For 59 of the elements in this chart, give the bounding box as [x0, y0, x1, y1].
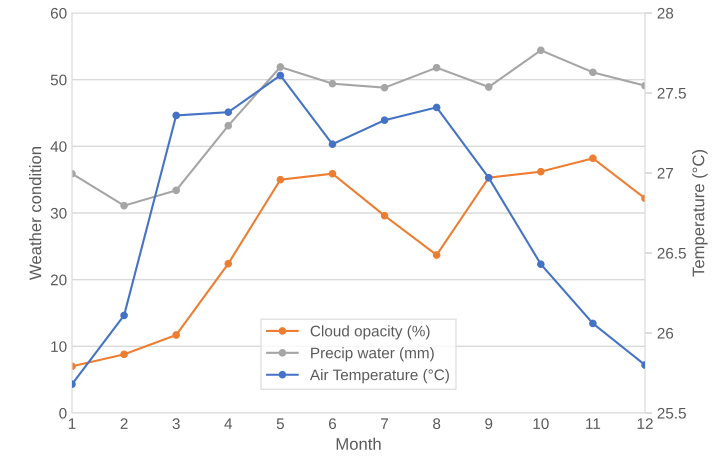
x-tick-label: 11 — [586, 418, 600, 429]
x-tick-label: 5 — [276, 418, 284, 430]
point — [537, 260, 545, 268]
y-tick-label: 0 — [59, 408, 67, 419]
y2-tick-label: 27.5 — [658, 88, 686, 99]
x-tick-label: 3 — [172, 418, 180, 430]
point — [432, 64, 440, 72]
point — [224, 108, 232, 116]
y-tick-label: 40 — [50, 141, 67, 152]
x-tick-label: 9 — [485, 418, 492, 430]
point — [172, 331, 180, 339]
legend-label: Cloud opacity (%) — [310, 325, 430, 340]
x-axis-title: Month — [336, 438, 381, 450]
point — [276, 72, 284, 80]
y-tick-label: 50 — [50, 74, 67, 86]
point — [328, 140, 336, 148]
x-tick-label: 10 — [533, 418, 549, 430]
y-tick-label: 30 — [50, 208, 67, 219]
y-tick-label: 60 — [50, 8, 67, 19]
y2-axis-title: Temperature (°C) — [692, 150, 708, 277]
y2-tick-label: 27 — [658, 168, 674, 179]
point — [380, 84, 388, 92]
y-axis-title: Weather condition — [29, 147, 42, 280]
point — [328, 170, 336, 178]
point — [276, 63, 284, 71]
point — [120, 312, 128, 320]
point — [380, 116, 388, 124]
point — [537, 46, 545, 54]
x-tick-label: 4 — [224, 418, 232, 429]
point — [432, 104, 440, 112]
point — [120, 350, 128, 358]
y2-tick-label: 26 — [658, 328, 674, 339]
point — [172, 112, 180, 120]
x-tick-label: 6 — [328, 418, 336, 430]
legend-label: Precip water (mm) — [311, 347, 434, 362]
x-tick-label: 1 — [68, 418, 76, 429]
point — [589, 154, 597, 162]
point — [537, 168, 545, 176]
point — [120, 202, 128, 210]
point — [224, 260, 232, 268]
x-tick-label: 8 — [433, 418, 440, 430]
y-tick-label: 10 — [51, 341, 67, 352]
point — [224, 122, 232, 130]
point — [484, 83, 493, 91]
x-tick-label: 7 — [381, 418, 388, 429]
point — [328, 80, 336, 88]
y2-tick-label: 25.5 — [658, 408, 686, 419]
point — [172, 186, 180, 194]
y2-tick-label: 28 — [658, 8, 674, 19]
x-tick-label: 12 — [638, 418, 653, 429]
y-tick-label: 20 — [50, 274, 67, 286]
y2-tick-label: 26.5 — [658, 248, 686, 259]
point — [276, 176, 284, 184]
x-tick-label: 2 — [120, 418, 128, 429]
point — [589, 320, 597, 328]
point — [380, 212, 388, 220]
legend-label: Air Temperature (°C) — [310, 369, 449, 384]
point — [589, 68, 597, 76]
point — [432, 251, 440, 259]
